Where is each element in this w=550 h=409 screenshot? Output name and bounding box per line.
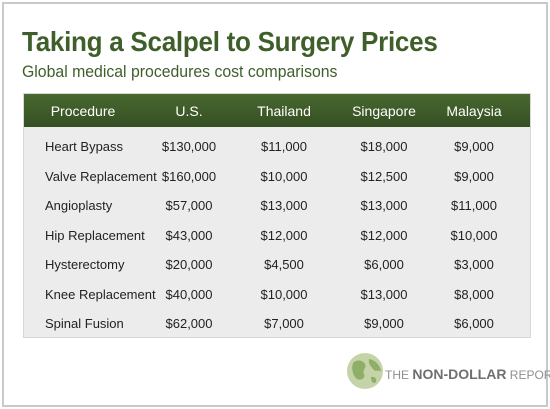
- price-cell: $20,000: [165, 257, 213, 272]
- procedure-cell: Spinal Fusion: [45, 316, 124, 331]
- price-cell: $11,000: [260, 139, 308, 154]
- price-cell: $18,000: [360, 139, 408, 154]
- price-cell: $6,000: [454, 316, 494, 331]
- column-header: U.S.: [175, 103, 203, 119]
- table-header: Procedure U.S. Thailand Singapore Malaysia: [24, 94, 530, 127]
- logo-text-the: THE: [385, 368, 413, 382]
- procedure-cell: Knee Replacement: [45, 286, 156, 302]
- price-cell: $12,000: [360, 227, 408, 243]
- column-header: Thailand: [257, 103, 311, 119]
- column-header: Malaysia: [446, 103, 502, 119]
- price-cell: $4,500: [264, 257, 304, 272]
- logo-text-brand: NON-DOLLAR: [412, 366, 507, 382]
- price-cell: $12,000: [260, 227, 308, 243]
- price-cell: $10,000: [450, 227, 498, 243]
- price-cell: $10,000: [260, 168, 308, 184]
- price-cell: $9,000: [454, 139, 494, 154]
- price-cell: $8,000: [454, 286, 494, 302]
- price-cell: $43,000: [165, 227, 213, 243]
- price-cell: $13,000: [360, 198, 408, 213]
- logo-wordmark: THE NON-DOLLAR REPORT: [385, 366, 550, 382]
- procedure-cell: Angioplasty: [45, 198, 113, 213]
- price-table: Procedure U.S. Thailand Singapore Malaysia H…: [23, 93, 531, 338]
- price-cell: $13,000: [260, 198, 308, 213]
- price-cell: $57,000: [165, 198, 213, 213]
- price-cell: $12,500: [360, 168, 408, 184]
- logo-text-report: REPORT: [509, 368, 550, 382]
- procedure-cell: Valve Replacement: [45, 168, 157, 184]
- price-cell: $10,000: [260, 286, 308, 302]
- procedure-cell: Heart Bypass: [45, 139, 124, 154]
- price-cell: $9,000: [364, 316, 404, 331]
- procedure-cell: Hip Replacement: [45, 227, 145, 243]
- price-cell: $40,000: [165, 286, 213, 302]
- price-cell: $9,000: [454, 168, 494, 184]
- column-header: Procedure: [50, 103, 116, 119]
- price-cell: $160,000: [161, 168, 217, 184]
- price-cell: $6,000: [364, 257, 404, 272]
- column-header: Singapore: [352, 103, 416, 119]
- price-cell: $7,000: [264, 316, 304, 331]
- globe-icon: [347, 353, 383, 389]
- non-dollar-report-logo: THE NON-DOLLAR REPORT: [345, 351, 550, 391]
- price-cell: $62,000: [165, 316, 213, 331]
- price-cell: $3,000: [454, 257, 494, 272]
- price-cell: $11,000: [450, 198, 498, 213]
- chart-subtitle: Global medical procedures cost compariso…: [22, 62, 338, 81]
- price-cell: $13,000: [360, 286, 408, 302]
- procedure-cell: Hysterectomy: [45, 257, 125, 272]
- price-cell: $130,000: [161, 139, 217, 154]
- chart-title: Taking a Scalpel to Surgery Prices: [22, 26, 438, 57]
